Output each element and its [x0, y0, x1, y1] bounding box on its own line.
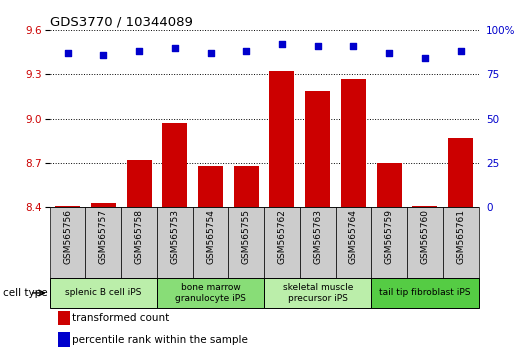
Text: GSM565759: GSM565759	[385, 209, 394, 264]
Text: GSM565756: GSM565756	[63, 209, 72, 264]
Bar	[58, 311, 70, 325]
Bar	[229, 207, 264, 278]
Text: transformed count: transformed count	[72, 313, 169, 323]
Bar	[50, 207, 85, 278]
Bar	[192, 207, 229, 278]
Text: GSM565753: GSM565753	[170, 209, 179, 264]
Text: splenic B cell iPS: splenic B cell iPS	[65, 289, 142, 297]
Bar	[448, 138, 473, 207]
Text: bone marrow
granulocyte iPS: bone marrow granulocyte iPS	[175, 283, 246, 303]
Text: percentile rank within the sample: percentile rank within the sample	[72, 335, 248, 345]
Point	[385, 50, 393, 56]
Point	[313, 43, 322, 49]
Bar	[157, 278, 264, 308]
Point	[99, 52, 108, 58]
Bar	[300, 207, 336, 278]
Bar	[55, 206, 80, 207]
Point	[420, 56, 429, 61]
Text: GSM565764: GSM565764	[349, 209, 358, 264]
Bar	[198, 166, 223, 207]
Bar	[121, 207, 157, 278]
Text: GSM565762: GSM565762	[278, 209, 287, 264]
Point	[170, 45, 179, 51]
Text: GSM565761: GSM565761	[456, 209, 465, 264]
Bar	[85, 207, 121, 278]
Bar	[341, 79, 366, 207]
Point	[135, 48, 143, 54]
Bar	[269, 72, 294, 207]
Bar	[336, 207, 371, 278]
Bar	[264, 207, 300, 278]
Bar	[58, 332, 70, 347]
Bar	[407, 207, 443, 278]
Text: GSM565760: GSM565760	[420, 209, 429, 264]
Point	[63, 50, 72, 56]
Text: GSM565755: GSM565755	[242, 209, 251, 264]
Text: cell type: cell type	[3, 288, 47, 298]
Point	[349, 43, 358, 49]
Bar	[264, 278, 371, 308]
Bar	[377, 163, 402, 207]
Bar	[162, 123, 187, 207]
Bar	[443, 207, 479, 278]
Text: tail tip fibroblast iPS: tail tip fibroblast iPS	[379, 289, 471, 297]
Point	[242, 48, 251, 54]
Text: GSM565757: GSM565757	[99, 209, 108, 264]
Bar	[50, 278, 157, 308]
Text: GSM565763: GSM565763	[313, 209, 322, 264]
Point	[278, 41, 286, 47]
Bar	[305, 91, 330, 207]
Bar	[157, 207, 192, 278]
Text: GSM565754: GSM565754	[206, 209, 215, 264]
Bar	[413, 206, 437, 207]
Text: GDS3770 / 10344089: GDS3770 / 10344089	[50, 16, 192, 29]
Bar	[371, 278, 479, 308]
Bar	[91, 202, 116, 207]
Text: GSM565758: GSM565758	[134, 209, 143, 264]
Text: skeletal muscle
precursor iPS: skeletal muscle precursor iPS	[282, 283, 353, 303]
Bar	[371, 207, 407, 278]
Bar	[234, 166, 259, 207]
Bar	[127, 160, 152, 207]
Point	[206, 50, 214, 56]
Point	[457, 48, 465, 54]
